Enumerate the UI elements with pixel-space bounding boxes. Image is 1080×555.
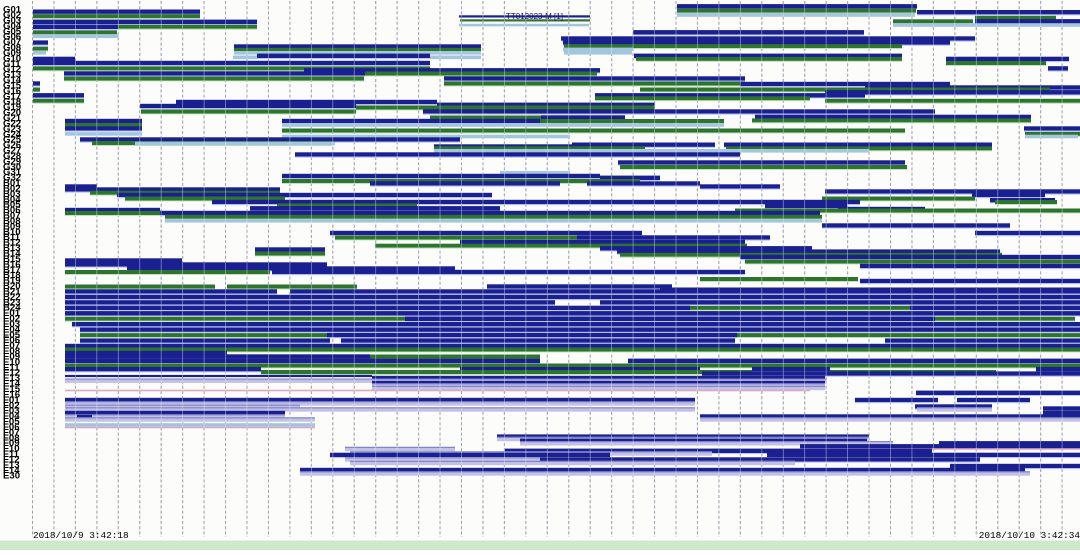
svg-text:B14: B14 <box>3 249 21 260</box>
svg-text:2018/10/10 3:42:34: 2018/10/10 3:42:34 <box>979 530 1080 541</box>
svg-text:F02: F02 <box>3 400 20 411</box>
svg-text:E16: E16 <box>3 389 20 400</box>
svg-text:G03: G03 <box>3 15 21 26</box>
svg-text:E11: E11 <box>3 362 20 373</box>
svg-text:B24: B24 <box>3 303 21 314</box>
svg-text:G26: G26 <box>3 140 21 151</box>
svg-text:E03: E03 <box>3 319 20 330</box>
svg-text:G07: G07 <box>3 37 21 48</box>
svg-text:G09: G09 <box>3 48 21 59</box>
svg-text:G29: G29 <box>3 156 21 167</box>
svg-text:B01: B01 <box>3 178 21 189</box>
svg-text:F01: F01 <box>3 395 20 406</box>
svg-text:G17: G17 <box>3 91 21 102</box>
svg-text:G08: G08 <box>3 43 22 54</box>
svg-text:G16: G16 <box>3 86 21 97</box>
svg-text:F05: F05 <box>3 417 20 428</box>
svg-text:G27: G27 <box>3 146 21 157</box>
svg-text:G10: G10 <box>3 53 21 64</box>
svg-text:F10: F10 <box>3 444 20 455</box>
svg-text:F13: F13 <box>3 460 20 471</box>
svg-text:E05: E05 <box>3 330 21 341</box>
svg-text:E04: E04 <box>3 324 21 335</box>
svg-text:G01: G01 <box>3 5 22 16</box>
svg-text:G14: G14 <box>3 75 22 86</box>
svg-text:B06: B06 <box>3 205 21 216</box>
svg-text:G28: G28 <box>3 151 22 162</box>
svg-text:G15: G15 <box>3 80 22 91</box>
svg-text:F12: F12 <box>3 454 20 465</box>
svg-text:E07: E07 <box>3 341 20 352</box>
svg-text:B20: B20 <box>3 281 21 292</box>
svg-text:B03: B03 <box>3 189 21 200</box>
svg-text:B08: B08 <box>3 216 21 227</box>
svg-text:G23: G23 <box>3 124 21 135</box>
svg-text:G11: G11 <box>3 59 21 70</box>
svg-text:B02: B02 <box>3 183 21 194</box>
svg-text:G21: G21 <box>3 113 22 124</box>
svg-text:B11: B11 <box>3 232 21 243</box>
svg-text:B04: B04 <box>3 194 21 205</box>
svg-text:F11: F11 <box>3 449 20 460</box>
svg-text:G06: G06 <box>3 32 21 43</box>
svg-text:G04: G04 <box>3 21 22 32</box>
svg-text:E12: E12 <box>3 368 20 379</box>
svg-text:E14: E14 <box>3 379 21 390</box>
svg-text:G19: G19 <box>3 102 21 113</box>
svg-text:G30: G30 <box>3 162 21 173</box>
svg-text:E06: E06 <box>3 335 20 346</box>
svg-text:E08: E08 <box>3 346 21 357</box>
svg-text:B22: B22 <box>3 292 21 303</box>
svg-text:B07: B07 <box>3 211 21 222</box>
svg-text:E13: E13 <box>3 373 20 384</box>
svg-text:F09: F09 <box>3 438 20 449</box>
svg-text:B15: B15 <box>3 254 21 265</box>
svg-text:G13: G13 <box>3 70 21 81</box>
svg-text:E01: E01 <box>3 308 21 319</box>
svg-text:G31: G31 <box>3 167 22 178</box>
svg-text:E02: E02 <box>3 314 20 325</box>
svg-text:E10: E10 <box>3 357 20 368</box>
svg-text:B13: B13 <box>3 243 21 254</box>
svg-text:G20: G20 <box>3 108 21 119</box>
svg-text:G02: G02 <box>3 10 21 21</box>
svg-text:B23: B23 <box>3 297 21 308</box>
svg-text:G18: G18 <box>3 97 22 108</box>
svg-text:B09: B09 <box>3 221 21 232</box>
svg-text:E15: E15 <box>3 384 21 395</box>
svg-text:G22: G22 <box>3 118 21 129</box>
svg-text:G12: G12 <box>3 64 21 75</box>
svg-text:2018/10/9 3:42:18: 2018/10/9 3:42:18 <box>33 530 129 541</box>
svg-text:F03: F03 <box>3 406 20 417</box>
svg-text:E30: E30 <box>3 471 20 482</box>
svg-text:B19: B19 <box>3 276 21 287</box>
svg-text:B05: B05 <box>3 200 21 211</box>
svg-text:B21: B21 <box>3 286 21 297</box>
svg-text:B17: B17 <box>3 265 21 276</box>
svg-text:F08: F08 <box>3 433 20 444</box>
svg-text:F07: F07 <box>3 427 20 438</box>
svg-text:B12: B12 <box>3 238 21 249</box>
svg-text:G32: G32 <box>3 173 21 184</box>
svg-text:G05: G05 <box>3 26 22 37</box>
svg-text:F06: F06 <box>3 422 20 433</box>
svg-text:B16: B16 <box>3 259 21 270</box>
svg-text:F14: F14 <box>3 465 20 476</box>
svg-text:E09: E09 <box>3 351 20 362</box>
svg-text:G24: G24 <box>3 129 22 140</box>
svg-text:G25: G25 <box>3 135 22 146</box>
svg-text:B18: B18 <box>3 270 21 281</box>
svg-text:F04: F04 <box>3 411 20 422</box>
svg-text:B10: B10 <box>3 227 21 238</box>
svg-text:TT012023-M [1]: TT012023-M [1] <box>506 12 563 21</box>
